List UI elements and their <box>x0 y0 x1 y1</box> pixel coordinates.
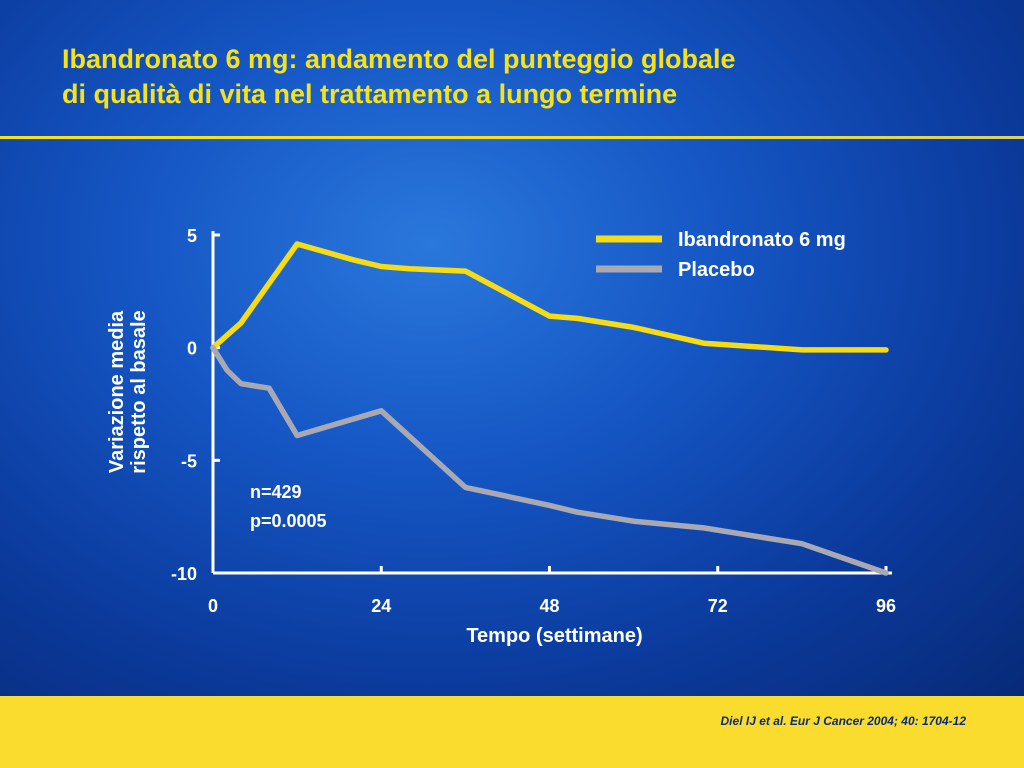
x-tick-label: 96 <box>876 596 896 616</box>
data-point <box>631 325 636 330</box>
data-point <box>239 320 244 325</box>
line-chart: 5 0 -5 -10 0 24 48 72 96 Ibandronato 6 mg Placebo… <box>0 0 1024 696</box>
data-point <box>701 341 706 346</box>
chart-axes: 5 0 -5 -10 0 24 48 72 96 <box>171 226 896 616</box>
data-point <box>575 510 580 515</box>
data-point <box>701 526 706 531</box>
citation: Diel IJ et al. Eur J Cancer 2004; 40: 17… <box>721 714 966 728</box>
x-tick-label: 72 <box>708 596 728 616</box>
data-point <box>407 266 412 271</box>
data-point <box>884 571 889 576</box>
data-point <box>575 316 580 321</box>
y-tick-label: -10 <box>171 564 197 584</box>
series-line-ibandronato <box>213 244 886 350</box>
data-point <box>379 408 384 413</box>
x-tick-label: 48 <box>539 596 559 616</box>
data-point <box>211 345 216 350</box>
x-tick-label: 24 <box>371 596 391 616</box>
data-point <box>743 532 748 537</box>
footer-bar: Diel IJ et al. Eur J Cancer 2004; 40: 17… <box>0 696 1024 768</box>
data-point <box>267 386 272 391</box>
data-point <box>463 269 468 274</box>
data-point <box>631 519 636 524</box>
data-point <box>379 264 384 269</box>
data-point <box>225 368 230 373</box>
data-point <box>799 348 804 353</box>
y-tick-label: 5 <box>187 226 197 246</box>
data-point <box>799 541 804 546</box>
series-line-placebo <box>213 348 886 573</box>
y-axis-title-line-1: Variazione media <box>106 310 128 473</box>
chart-annotation: n=429 <box>250 482 302 502</box>
data-point <box>547 314 552 319</box>
data-point <box>295 433 300 438</box>
chart-annotation: p=0.0005 <box>250 511 327 531</box>
y-axis-title-line-2: rispetto al basale <box>128 310 150 473</box>
chart-legend: Ibandronato 6 mg Placebo <box>596 229 846 281</box>
y-axis-title: Variazione mediarispetto al basale <box>106 310 150 474</box>
y-tick-label: -5 <box>181 451 197 471</box>
legend-label: Ibandronato 6 mg <box>678 229 846 251</box>
data-point <box>884 348 889 353</box>
data-point <box>295 242 300 247</box>
data-point <box>547 503 552 508</box>
x-axis-title: Tempo (settimane) <box>466 625 642 647</box>
data-point <box>351 257 356 262</box>
legend-label: Placebo <box>678 259 755 281</box>
y-tick-label: 0 <box>187 339 197 359</box>
x-tick-label: 0 <box>208 596 218 616</box>
data-point <box>463 485 468 490</box>
data-point <box>239 381 244 386</box>
